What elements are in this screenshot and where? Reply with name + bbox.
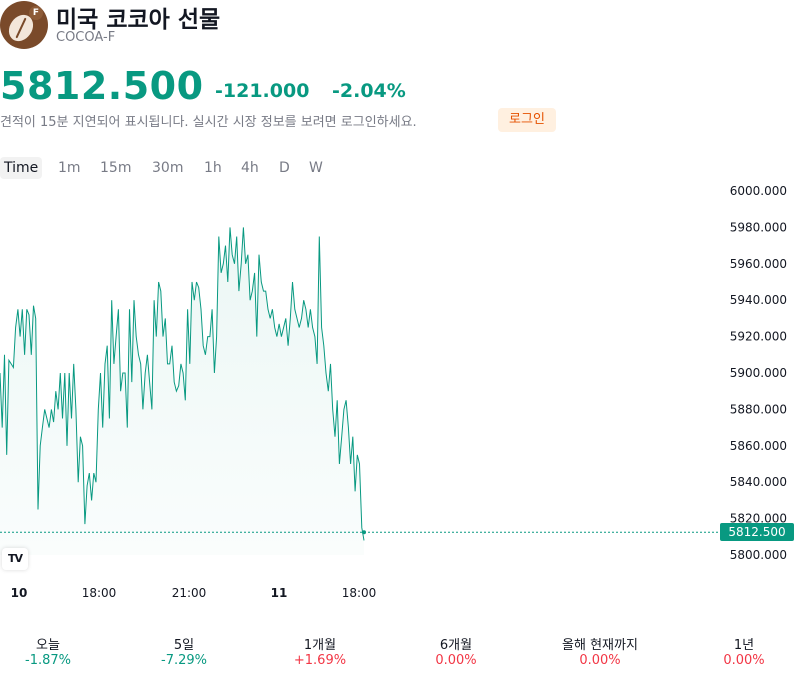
y-tick-label: 5800.000 (730, 548, 787, 562)
perf-value: -1.87% (25, 653, 71, 668)
price-chart[interactable]: 6000.000 5980.000 5960.000 5940.000 5920.000… (0, 180, 800, 600)
x-tick-label: 18:00 (341, 586, 377, 600)
symbol-header: F 미국 코코아 선물 COCOA-F (0, 0, 800, 50)
y-tick-label: 5880.000 (730, 402, 787, 416)
performance-strip: 오늘 -1.87% 5일 -7.29% 1개월 +1.69% 6개월 0.00%… (0, 634, 800, 674)
price-change: -121.000 (215, 80, 310, 102)
symbol-title: 미국 코코아 선물 (56, 7, 221, 33)
price-change-percent: -2.04% (332, 80, 406, 102)
y-tick-label: 5860.000 (730, 439, 787, 453)
y-tick-label: 6000.000 (730, 184, 787, 198)
last-price-marker (362, 530, 366, 535)
perf-item-1m[interactable]: 1개월 +1.69% (255, 634, 385, 668)
y-axis: 6000.000 5980.000 5960.000 5940.000 5920.000… (730, 184, 787, 562)
symbol-ticker: COCOA-F (56, 30, 116, 45)
perf-value: -7.29% (161, 653, 207, 668)
perf-value: +1.69% (293, 653, 347, 668)
perf-item-today[interactable]: 오늘 -1.87% (0, 634, 113, 668)
tab-1m[interactable]: 1m (58, 160, 81, 176)
delay-notice: 견적이 15분 지연되어 표시됩니다. 실시간 시장 정보를 보려면 로그인하세… (0, 115, 417, 130)
y-tick-label: 5840.000 (730, 475, 787, 489)
tab-d[interactable]: D (279, 160, 290, 176)
y-tick-label: 5900.000 (730, 366, 787, 380)
y-tick-label: 5920.000 (730, 330, 787, 344)
perf-item-1y[interactable]: 1년 0.00% (679, 634, 800, 668)
last-price: 5812.500 (0, 64, 204, 108)
y-tick-label: 5820.000 (730, 512, 787, 526)
perf-value: 0.00% (435, 653, 477, 668)
futures-badge: F (29, 6, 43, 20)
tab-30m[interactable]: 30m (152, 160, 184, 176)
tab-4h[interactable]: 4h (241, 160, 259, 176)
x-tick-label: 21:00 (171, 586, 207, 600)
last-price-tag: 5812.500 (720, 523, 794, 542)
price-area-fill (0, 227, 364, 555)
tab-15m[interactable]: 15m (100, 160, 132, 176)
tab-1h[interactable]: 1h (204, 160, 222, 176)
perf-item-ytd[interactable]: 올해 현재까지 0.00% (535, 634, 665, 668)
tab-w[interactable]: W (309, 160, 323, 176)
price-line-series (0, 227, 365, 541)
y-tick-label: 5960.000 (730, 257, 787, 271)
perf-item-5d[interactable]: 5일 -7.29% (119, 634, 249, 668)
x-tick-label: 10 (10, 586, 28, 600)
x-tick-label: 18:00 (81, 586, 117, 600)
cocoa-bean-icon: F (0, 1, 48, 49)
tradingview-logo-icon[interactable]: TV (2, 548, 28, 570)
tab-time[interactable]: Time (0, 157, 43, 179)
y-tick-label: 5940.000 (730, 293, 787, 307)
perf-value: 0.00% (723, 653, 765, 668)
perf-value: 0.00% (579, 653, 621, 668)
perf-item-6m[interactable]: 6개월 0.00% (391, 634, 521, 668)
login-button[interactable]: 로그인 (498, 108, 556, 132)
x-tick-label: 11 (270, 586, 288, 600)
y-tick-label: 5980.000 (730, 220, 787, 234)
